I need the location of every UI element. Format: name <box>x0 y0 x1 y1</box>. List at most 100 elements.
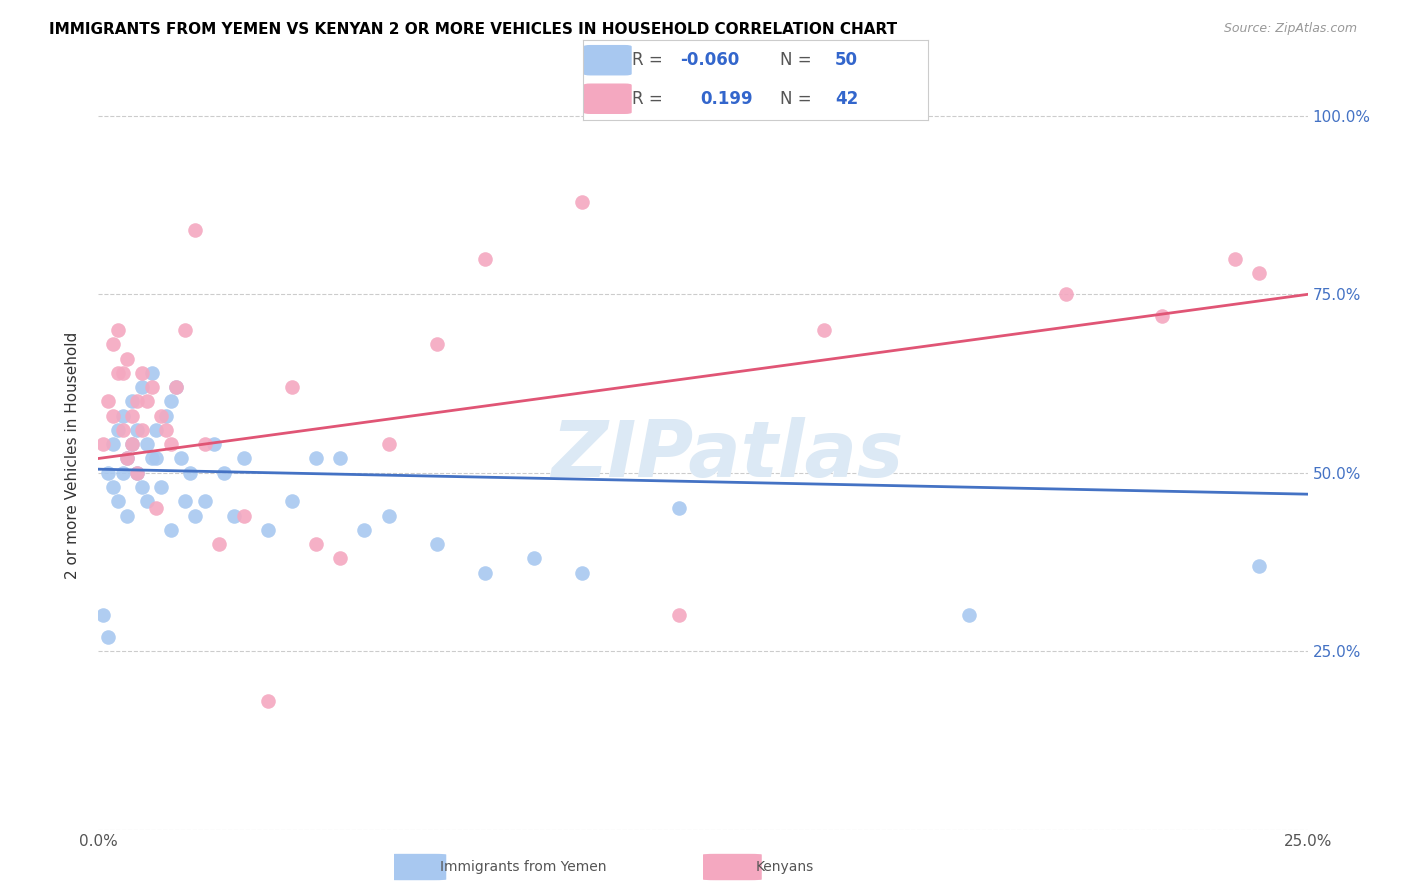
Text: R =: R = <box>631 51 668 70</box>
Point <box>329 451 352 466</box>
Text: Source: ZipAtlas.com: Source: ZipAtlas.com <box>1223 22 1357 36</box>
Point <box>121 394 143 409</box>
Text: 42: 42 <box>835 90 858 108</box>
Point <box>184 223 207 237</box>
Point <box>101 437 124 451</box>
Point <box>127 394 149 409</box>
Point <box>107 423 129 437</box>
FancyBboxPatch shape <box>388 854 446 880</box>
Point <box>571 566 593 580</box>
Point <box>813 323 835 337</box>
Point <box>256 523 278 537</box>
Point <box>204 437 226 451</box>
Point <box>111 466 134 480</box>
Point <box>121 409 143 423</box>
Point <box>305 537 328 551</box>
Point <box>1152 309 1174 323</box>
Point <box>208 537 231 551</box>
Point <box>91 437 114 451</box>
Point <box>131 480 153 494</box>
Point <box>145 423 167 437</box>
Point <box>141 451 163 466</box>
Point <box>97 630 120 644</box>
Point <box>127 423 149 437</box>
Point <box>523 551 546 566</box>
Point <box>91 608 114 623</box>
Point <box>165 380 187 394</box>
Point <box>160 394 183 409</box>
Point <box>184 508 207 523</box>
Point <box>131 366 153 380</box>
Point <box>107 323 129 337</box>
Point <box>571 194 593 209</box>
Point <box>127 466 149 480</box>
Text: 50: 50 <box>835 51 858 70</box>
Point <box>121 437 143 451</box>
Point <box>131 423 153 437</box>
Point <box>101 480 124 494</box>
Point <box>150 409 173 423</box>
Point <box>281 380 304 394</box>
Point <box>305 451 328 466</box>
Point <box>145 501 167 516</box>
Point <box>111 409 134 423</box>
Point <box>329 551 352 566</box>
Point <box>426 337 449 351</box>
Point <box>957 608 980 623</box>
Point <box>101 409 124 423</box>
Point <box>474 252 496 266</box>
Point <box>1223 252 1246 266</box>
Text: -0.060: -0.060 <box>681 51 740 70</box>
Point <box>474 566 496 580</box>
Point <box>212 466 235 480</box>
Point <box>135 394 157 409</box>
Text: R =: R = <box>631 90 678 108</box>
Point <box>135 494 157 508</box>
Point <box>141 380 163 394</box>
Point <box>668 608 690 623</box>
Point <box>232 508 254 523</box>
Point <box>174 494 197 508</box>
Point <box>377 508 399 523</box>
Point <box>107 494 129 508</box>
Point <box>131 380 153 394</box>
Point <box>145 451 167 466</box>
Point <box>127 466 149 480</box>
Point <box>111 423 134 437</box>
Point <box>117 508 139 523</box>
Text: IMMIGRANTS FROM YEMEN VS KENYAN 2 OR MORE VEHICLES IN HOUSEHOLD CORRELATION CHAR: IMMIGRANTS FROM YEMEN VS KENYAN 2 OR MOR… <box>49 22 897 37</box>
Point <box>426 537 449 551</box>
Point <box>135 437 157 451</box>
Point <box>232 451 254 466</box>
Text: N =: N = <box>780 90 817 108</box>
Point <box>155 409 177 423</box>
Point <box>222 508 245 523</box>
Point <box>155 423 177 437</box>
FancyBboxPatch shape <box>583 45 631 76</box>
Point <box>179 466 201 480</box>
Text: Immigrants from Yemen: Immigrants from Yemen <box>440 860 606 874</box>
Point <box>101 337 124 351</box>
Y-axis label: 2 or more Vehicles in Household: 2 or more Vehicles in Household <box>65 331 80 579</box>
Point <box>117 451 139 466</box>
Text: 0.199: 0.199 <box>700 90 754 108</box>
Point <box>160 523 183 537</box>
Point <box>353 523 375 537</box>
Point <box>194 494 217 508</box>
Point <box>150 480 173 494</box>
FancyBboxPatch shape <box>703 854 762 880</box>
Point <box>165 380 187 394</box>
Point <box>281 494 304 508</box>
Point <box>377 437 399 451</box>
Point <box>97 466 120 480</box>
Text: ZIPatlas: ZIPatlas <box>551 417 903 493</box>
Point <box>141 366 163 380</box>
Point <box>107 366 129 380</box>
FancyBboxPatch shape <box>583 84 631 114</box>
Point <box>117 351 139 366</box>
Point <box>169 451 191 466</box>
Point <box>194 437 217 451</box>
Point <box>1249 266 1271 280</box>
Point <box>117 451 139 466</box>
Point <box>256 694 278 708</box>
